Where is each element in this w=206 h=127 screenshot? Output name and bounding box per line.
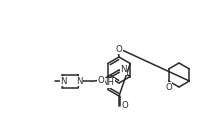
Text: NH: NH <box>101 78 114 88</box>
Text: N: N <box>76 77 82 86</box>
Text: N: N <box>60 77 66 86</box>
Text: O: O <box>97 76 104 85</box>
Text: O: O <box>121 101 128 110</box>
Text: N: N <box>120 66 126 75</box>
Text: O: O <box>115 45 122 54</box>
Text: O: O <box>164 83 171 91</box>
